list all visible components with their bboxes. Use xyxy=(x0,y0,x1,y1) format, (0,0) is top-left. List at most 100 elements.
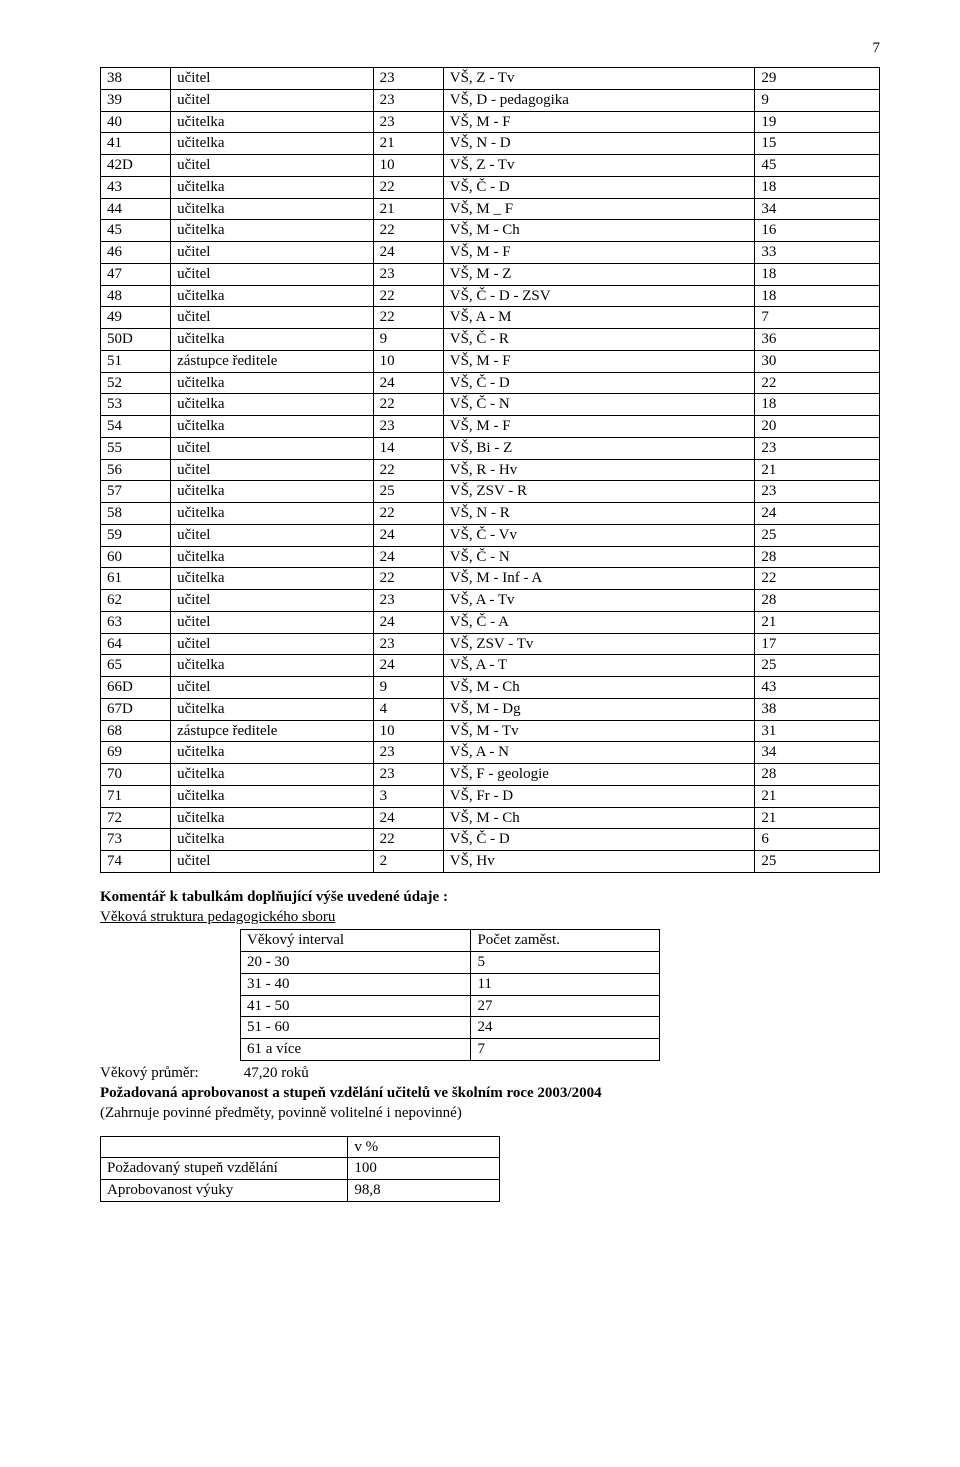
table-cell: učitel xyxy=(171,590,374,612)
table-cell: 71 xyxy=(101,785,171,807)
table-header-cell: Věkový interval xyxy=(241,930,471,952)
table-row: 44učitelka21VŠ, M _ F34 xyxy=(101,198,880,220)
table-cell: 68 xyxy=(101,720,171,742)
table-cell: 74 xyxy=(101,851,171,873)
age-average-line: Věkový průměr: 47,20 roků xyxy=(100,1063,880,1083)
table-row: 66Dučitel9VŠ, M - Ch43 xyxy=(101,677,880,699)
table-cell: 25 xyxy=(373,481,443,503)
table-cell: 39 xyxy=(101,89,171,111)
table-cell: 24 xyxy=(373,655,443,677)
table-cell: Aprobovanost výuky xyxy=(101,1180,348,1202)
table-cell: VŠ, Č - Vv xyxy=(443,524,755,546)
table-cell: VŠ, R - Hv xyxy=(443,459,755,481)
table-cell: VŠ, M - F xyxy=(443,111,755,133)
table-cell: 36 xyxy=(755,329,880,351)
table-cell: VŠ, F - geologie xyxy=(443,764,755,786)
table-row: 72učitelka24VŠ, M - Ch21 xyxy=(101,807,880,829)
table-cell: učitel xyxy=(171,155,374,177)
table-cell: 22 xyxy=(373,829,443,851)
table-cell: 43 xyxy=(101,176,171,198)
table-cell: 62 xyxy=(101,590,171,612)
table-row: 64učitel23VŠ, ZSV - Tv17 xyxy=(101,633,880,655)
commentary-heading: Komentář k tabulkám doplňující výše uved… xyxy=(100,889,448,905)
table-cell: 54 xyxy=(101,416,171,438)
table-cell: 22 xyxy=(373,285,443,307)
table-cell: 24 xyxy=(373,546,443,568)
table-cell: učitelka xyxy=(171,764,374,786)
table-cell: 23 xyxy=(755,481,880,503)
table-cell: 21 xyxy=(755,611,880,633)
table-cell: 52 xyxy=(101,372,171,394)
table-cell: 43 xyxy=(755,677,880,699)
table-cell: 16 xyxy=(755,220,880,242)
table-cell: 11 xyxy=(471,973,660,995)
table-row: 41učitelka21VŠ, N - D15 xyxy=(101,133,880,155)
table-cell: zástupce ředitele xyxy=(171,350,374,372)
table-row: 73učitelka22VŠ, Č - D6 xyxy=(101,829,880,851)
table-header-cell: v % xyxy=(348,1136,500,1158)
table-cell: 22 xyxy=(373,568,443,590)
table-cell: 14 xyxy=(373,437,443,459)
table-cell: 48 xyxy=(101,285,171,307)
table-cell: učitelka xyxy=(171,807,374,829)
table-cell: 22 xyxy=(755,568,880,590)
table-row: 52učitelka24VŠ, Č - D22 xyxy=(101,372,880,394)
table-cell: VŠ, Č - D xyxy=(443,372,755,394)
table-cell: 3 xyxy=(373,785,443,807)
table-cell: 29 xyxy=(755,68,880,90)
table-row: 63učitel24VŠ, Č - A21 xyxy=(101,611,880,633)
table-row: 42Dučitel10VŠ, Z - Tv45 xyxy=(101,155,880,177)
table-row: 38učitel23VŠ, Z - Tv29 xyxy=(101,68,880,90)
main-table: 38učitel23VŠ, Z - Tv2939učitel23VŠ, D - … xyxy=(100,67,880,873)
table-row: 45učitelka22VŠ, M - Ch16 xyxy=(101,220,880,242)
table-row: 51zástupce ředitele10VŠ, M - F30 xyxy=(101,350,880,372)
table-row: 50Dučitelka9VŠ, Č - R36 xyxy=(101,329,880,351)
table-cell: 100 xyxy=(348,1158,500,1180)
table-cell: 33 xyxy=(755,242,880,264)
table-cell: 51 - 60 xyxy=(241,1017,471,1039)
table-cell: 21 xyxy=(373,133,443,155)
table-cell: 22 xyxy=(373,394,443,416)
table-cell: VŠ, Č - A xyxy=(443,611,755,633)
table-cell: 34 xyxy=(755,198,880,220)
table-cell: 58 xyxy=(101,503,171,525)
table-cell: 23 xyxy=(373,590,443,612)
table-cell: VŠ, A - T xyxy=(443,655,755,677)
table-cell: VŠ, M - Tv xyxy=(443,720,755,742)
table-cell: 23 xyxy=(373,742,443,764)
table-cell: učitel xyxy=(171,633,374,655)
table-cell: učitelka xyxy=(171,785,374,807)
table-cell: 28 xyxy=(755,590,880,612)
page-number: 7 xyxy=(100,40,880,57)
table-cell: 47 xyxy=(101,263,171,285)
table-cell: 28 xyxy=(755,764,880,786)
table-cell: učitel xyxy=(171,307,374,329)
table-row: 46učitel24VŠ, M - F33 xyxy=(101,242,880,264)
table-row: Požadovaný stupeň vzdělání100 xyxy=(101,1158,500,1180)
table-cell: 7 xyxy=(755,307,880,329)
table-cell: učitel xyxy=(171,263,374,285)
percent-table: v %Požadovaný stupeň vzdělání100Aprobova… xyxy=(100,1136,500,1202)
table-cell: 60 xyxy=(101,546,171,568)
table-cell: učitel xyxy=(171,437,374,459)
table-cell: 72 xyxy=(101,807,171,829)
age-table: Věkový intervalPočet zaměst.20 - 30531 -… xyxy=(240,929,660,1061)
table-cell: učitel xyxy=(171,89,374,111)
table-cell: 15 xyxy=(755,133,880,155)
table-cell: 18 xyxy=(755,263,880,285)
table-cell: 61 xyxy=(101,568,171,590)
table-cell: 20 xyxy=(755,416,880,438)
table-row: 41 - 5027 xyxy=(241,995,660,1017)
table-row: 70učitelka23VŠ, F - geologie28 xyxy=(101,764,880,786)
table-cell: 21 xyxy=(755,459,880,481)
table-cell: učitelka xyxy=(171,481,374,503)
table-cell: VŠ, Bi - Z xyxy=(443,437,755,459)
table-cell: 6 xyxy=(755,829,880,851)
table-cell: 46 xyxy=(101,242,171,264)
table-cell: 98,8 xyxy=(348,1180,500,1202)
table-cell: 23 xyxy=(373,764,443,786)
table-cell: VŠ, Hv xyxy=(443,851,755,873)
table-cell: 21 xyxy=(755,807,880,829)
table-row: 71učitelka3VŠ, Fr - D21 xyxy=(101,785,880,807)
table-row: 51 - 6024 xyxy=(241,1017,660,1039)
